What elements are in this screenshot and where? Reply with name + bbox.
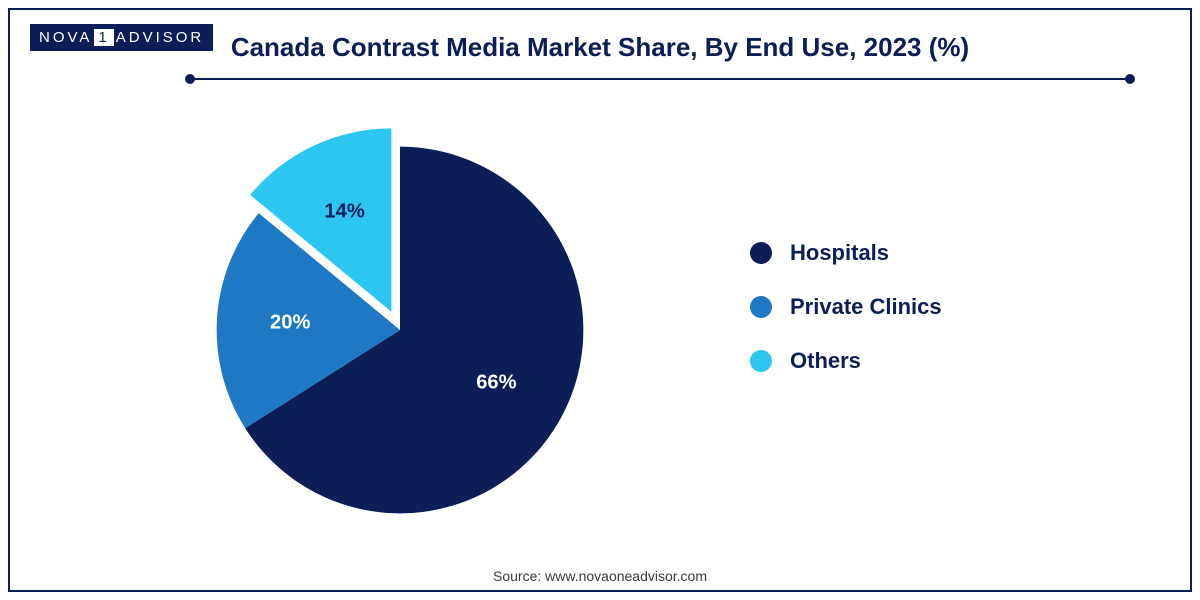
- slice-label: 14%: [324, 201, 364, 223]
- legend-label: Others: [790, 348, 861, 374]
- title-rule: [190, 78, 1130, 80]
- legend-swatch: [750, 350, 772, 372]
- chart-title: Canada Contrast Media Market Share, By E…: [10, 32, 1190, 63]
- legend-item: Private Clinics: [750, 294, 942, 320]
- legend-label: Hospitals: [790, 240, 889, 266]
- pie-chart: 66% 20% 14%: [180, 110, 620, 550]
- slice-label: 20%: [270, 311, 310, 333]
- slice-label: 66%: [476, 371, 516, 393]
- pie-svg: 66% 20% 14%: [180, 110, 620, 550]
- legend-item: Hospitals: [750, 240, 942, 266]
- chart-frame: NOVA 1 ADVISOR Canada Contrast Media Mar…: [8, 8, 1192, 592]
- legend-swatch: [750, 242, 772, 264]
- source-text: Source: www.novaoneadvisor.com: [10, 568, 1190, 584]
- legend-swatch: [750, 296, 772, 318]
- legend-label: Private Clinics: [790, 294, 942, 320]
- legend-item: Others: [750, 348, 942, 374]
- legend: Hospitals Private Clinics Others: [750, 240, 942, 402]
